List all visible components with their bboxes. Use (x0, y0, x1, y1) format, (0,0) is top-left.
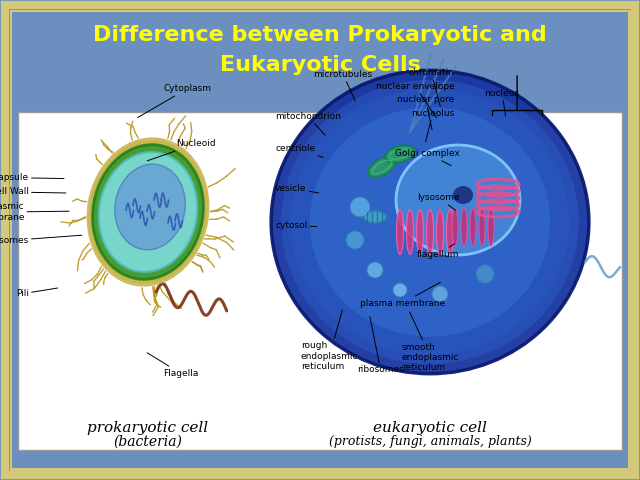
Ellipse shape (367, 262, 383, 278)
Text: ribosomes: ribosomes (357, 317, 404, 374)
Ellipse shape (488, 208, 494, 246)
Bar (18, 112, 622, 450)
Ellipse shape (452, 208, 458, 246)
Text: mitochondrion: mitochondrion (275, 112, 341, 135)
Text: Ribosomes: Ribosomes (0, 235, 82, 245)
Text: eukaryotic cell: eukaryotic cell (373, 421, 487, 435)
Ellipse shape (453, 186, 473, 204)
Ellipse shape (397, 209, 403, 254)
Text: cytosol: cytosol (275, 221, 317, 230)
Text: Nucleoid: Nucleoid (147, 140, 216, 161)
Ellipse shape (369, 157, 396, 177)
Text: Cytoplasmic
Membrane: Cytoplasmic Membrane (0, 203, 69, 222)
Ellipse shape (396, 145, 520, 255)
Ellipse shape (99, 152, 197, 272)
Text: lysosome: lysosome (417, 193, 460, 210)
Text: Cytoplasm: Cytoplasm (138, 84, 211, 118)
Ellipse shape (385, 145, 415, 163)
Text: chromatin: chromatin (408, 69, 454, 107)
Text: prokaryotic cell: prokaryotic cell (88, 421, 209, 435)
Ellipse shape (115, 164, 185, 250)
Text: plasma membrane: plasma membrane (360, 282, 445, 308)
Text: Capsule: Capsule (0, 173, 64, 182)
Text: Difference between Prokaryotic and: Difference between Prokaryotic and (93, 25, 547, 45)
Text: vesicle: vesicle (275, 184, 319, 193)
Ellipse shape (346, 231, 364, 249)
Ellipse shape (393, 283, 407, 297)
Text: Cell Wall: Cell Wall (0, 188, 66, 196)
Ellipse shape (426, 209, 433, 254)
Ellipse shape (436, 209, 444, 254)
Text: nuclear pore: nuclear pore (397, 96, 454, 130)
Text: microtubules: microtubules (314, 70, 372, 101)
Text: (bacteria): (bacteria) (113, 435, 182, 449)
Ellipse shape (350, 197, 370, 217)
Ellipse shape (271, 70, 589, 374)
Ellipse shape (447, 209, 454, 254)
Ellipse shape (364, 211, 386, 223)
Ellipse shape (476, 265, 494, 283)
Text: nuclear envelope: nuclear envelope (376, 82, 454, 118)
Text: centriole: centriole (275, 144, 323, 157)
Ellipse shape (302, 100, 558, 344)
Text: Eukaryotic Cells: Eukaryotic Cells (220, 55, 420, 75)
Ellipse shape (310, 108, 550, 336)
Text: Flagella: Flagella (147, 353, 198, 378)
Text: smooth
endoplasmic
reticulum: smooth endoplasmic reticulum (402, 312, 460, 372)
Ellipse shape (461, 208, 467, 246)
Ellipse shape (470, 208, 476, 246)
Text: Pili: Pili (16, 288, 58, 298)
Text: rough
endoplasmic
reticulum: rough endoplasmic reticulum (301, 310, 358, 371)
Ellipse shape (417, 209, 424, 254)
Ellipse shape (281, 80, 579, 364)
Text: nucleolus: nucleolus (411, 109, 454, 142)
Text: nucleus: nucleus (484, 89, 520, 116)
Ellipse shape (88, 140, 207, 284)
Ellipse shape (479, 208, 485, 246)
Ellipse shape (291, 89, 570, 355)
Ellipse shape (432, 286, 448, 302)
Ellipse shape (93, 144, 204, 279)
Ellipse shape (86, 137, 209, 287)
Bar (12, 12, 628, 100)
Text: flagellum: flagellum (417, 244, 460, 259)
Text: (protists, fungi, animals, plants): (protists, fungi, animals, plants) (328, 435, 531, 448)
Ellipse shape (406, 209, 413, 254)
Text: Golgi complex: Golgi complex (395, 149, 460, 166)
